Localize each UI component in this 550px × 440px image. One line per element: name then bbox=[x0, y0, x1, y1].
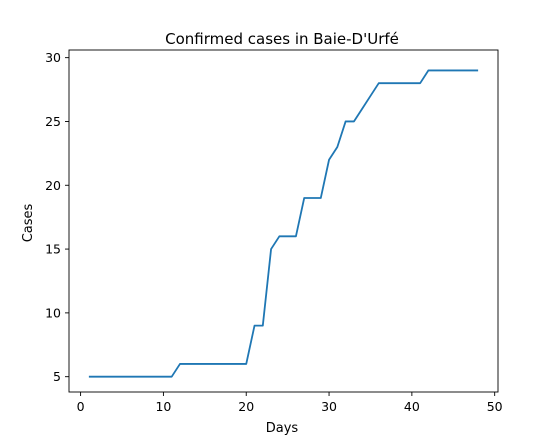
x-tick-label-20: 20 bbox=[238, 399, 254, 414]
y-tick-label-25: 25 bbox=[45, 114, 61, 129]
y-tick-label-15: 15 bbox=[45, 242, 61, 257]
x-tick-label-10: 10 bbox=[155, 399, 171, 414]
y-tick-label-30: 30 bbox=[45, 50, 61, 65]
x-axis-label: Days bbox=[266, 421, 299, 436]
y-tick-label-20: 20 bbox=[45, 178, 61, 193]
x-tick-label-50: 50 bbox=[487, 399, 503, 414]
y-tick-label-5: 5 bbox=[53, 369, 61, 384]
x-tick-label-40: 40 bbox=[404, 399, 420, 414]
series-line-0 bbox=[88, 69, 479, 378]
y-tick-label-10: 10 bbox=[45, 305, 61, 320]
y-axis-label: Cases bbox=[21, 203, 36, 242]
x-tick-label-0: 0 bbox=[77, 399, 85, 414]
plot-area: 0 10 20 30 40 50 5 10 15 20 25 30 bbox=[45, 49, 503, 414]
x-tick-label-30: 30 bbox=[321, 399, 337, 414]
chart-title: Confirmed cases in Baie-D'Urfé bbox=[165, 30, 399, 48]
plot-frame bbox=[68, 49, 499, 393]
